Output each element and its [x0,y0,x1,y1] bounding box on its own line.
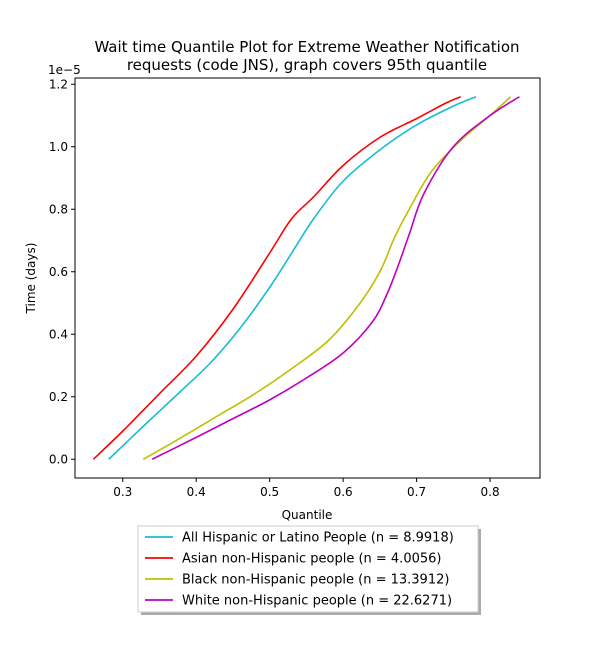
x-tick-label: 0.8 [481,485,500,499]
legend-label-4: White non-Hispanic people (n = 22.6271) [182,594,452,609]
y-tick-label: 0.4 [49,327,68,341]
x-tick-label: 0.6 [334,485,353,499]
legend: All Hispanic or Latino People (n = 8.991… [137,525,481,615]
x-tick-label: 0.4 [187,485,206,499]
series-line-4 [151,96,520,460]
y-tick-label: 0.2 [49,390,68,404]
y-tick-label: 1.2 [49,77,68,91]
plot-frame [74,77,541,479]
y-tick-label: 1.0 [49,140,68,154]
plot-area [92,96,520,460]
y-tick-label: 0.6 [49,265,68,279]
x-tick-label: 0.5 [260,485,279,499]
x-tick-label: 0.3 [113,485,132,499]
x-axis-label: Quantile [282,508,333,522]
chart-title-line2: requests (code JNS), graph covers 95th q… [127,56,487,74]
legend-entries: All Hispanic or Latino People (n = 8.991… [145,531,454,609]
legend-label-1: All Hispanic or Latino People (n = 8.991… [182,531,454,546]
y-tick-label: 0.0 [49,452,68,466]
legend-box [137,525,479,613]
series-line-1 [108,96,477,460]
series-line-3 [142,96,512,460]
x-tick-label: 0.7 [407,485,426,499]
series-line-2 [92,96,461,460]
legend-label-2: Asian non-Hispanic people (n = 4.0056) [182,552,441,567]
chart-title-line1: Wait time Quantile Plot for Extreme Weat… [94,38,519,56]
y-axis-label: Time (days) [24,243,38,315]
legend-label-3: Black non-Hispanic people (n = 13.3912) [182,573,449,588]
y-tick-label: 0.8 [49,202,68,216]
y-offset-label: 1e−5 [48,63,81,77]
